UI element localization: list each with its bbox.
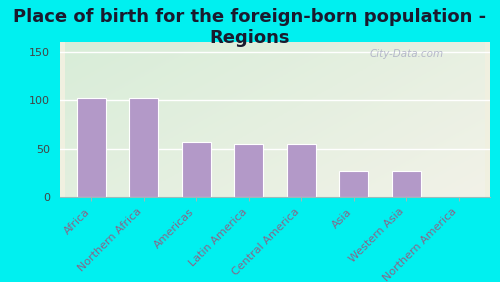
Text: City-Data.com: City-Data.com <box>370 49 444 58</box>
Bar <box>77 98 106 197</box>
Text: Place of birth for the foreign-born population -
Regions: Place of birth for the foreign-born popu… <box>14 8 486 47</box>
Bar <box>339 171 368 197</box>
Bar <box>182 142 211 197</box>
Bar <box>392 171 420 197</box>
Bar <box>287 144 316 197</box>
Bar <box>130 98 158 197</box>
Bar <box>234 144 263 197</box>
